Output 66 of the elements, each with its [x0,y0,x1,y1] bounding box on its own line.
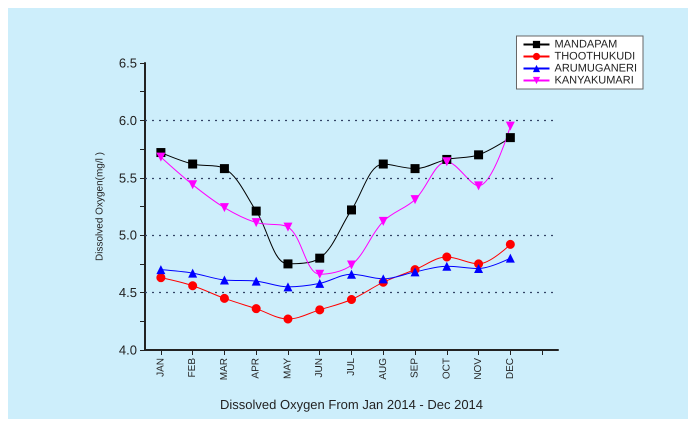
x-tick-label: JUN [314,358,326,378]
point [506,122,515,131]
legend-label: ARUMUGANERI [554,62,638,74]
point [474,264,484,273]
point [315,278,324,288]
point [283,314,292,324]
point [506,254,515,263]
point [347,260,356,270]
point [474,181,484,190]
y-tick-label: 4.5 [118,285,137,300]
point [220,164,229,174]
point [220,203,229,212]
point [378,216,388,226]
point [252,304,261,314]
point [156,152,166,162]
point [188,180,198,190]
legend-label: KANYAKUMARI [554,74,634,86]
point [283,282,292,292]
point [156,265,166,274]
point [220,294,229,303]
point [378,274,388,284]
y-tick-label: 4.0 [118,342,137,358]
x-tick-label: SEP [410,358,421,378]
point [442,262,452,271]
x-tick-label: JAN [155,358,166,377]
point [188,268,198,278]
x-tick-label: FEB [187,358,198,378]
point [506,240,515,249]
y-tick-label: 6.5 [118,56,137,70]
point [315,305,324,314]
point [442,252,452,262]
point [410,164,420,174]
point [347,270,356,279]
x-tick-label: DEC [504,358,516,380]
point [188,160,198,169]
x-tick-label: MAY [282,358,294,379]
x-tick-label: APR [250,358,262,379]
y-tick-label: 5.0 [118,228,137,243]
point [442,157,452,166]
legend-label: THOOTHUKUDI [554,50,636,62]
x-tick-label: NOV [473,358,484,380]
point [220,275,229,284]
point [252,218,261,228]
point [378,160,388,169]
point [347,294,356,304]
point [252,206,261,216]
y-tick-label: 6.0 [118,112,137,128]
point [506,133,515,142]
point [315,254,324,263]
x-tick-label: AUG [378,358,389,380]
legend-label: MANDAPAM [554,38,618,50]
x-axis-title: Dissolved Oxygen From Jan 2014 - Dec 2014 [220,397,484,412]
point [283,222,292,232]
point [315,270,324,279]
point [252,276,261,286]
x-tick-label: OCT [441,358,452,380]
x-tick-label: JUL [346,358,357,376]
y-tick-label: 5.5 [118,170,137,186]
point [156,273,166,282]
point [410,195,420,204]
point [188,281,198,290]
y-axis-title: Dissolved Oxygen(mg/l ) [94,152,106,261]
point [474,150,484,160]
point [283,259,292,268]
point [347,205,356,214]
x-tick-label: MAR [218,358,230,380]
